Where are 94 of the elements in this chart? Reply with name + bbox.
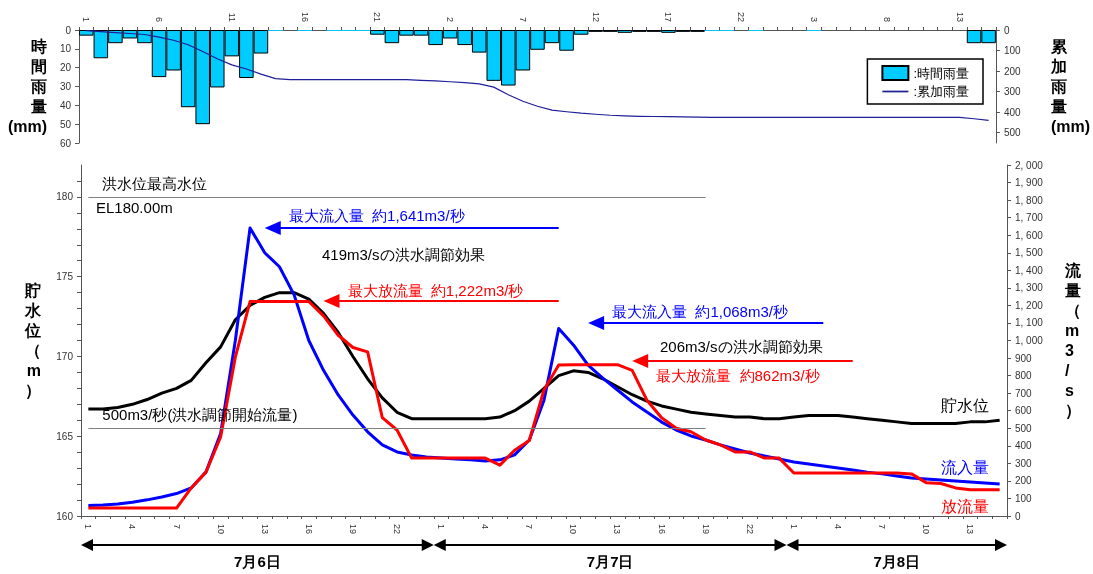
x-tick-label: 11: [226, 12, 237, 22]
x-tick-label: 13: [259, 524, 270, 535]
annotation: 最大放流量 約1,222m3/秒: [347, 282, 524, 299]
x-tick-label: 10: [921, 524, 932, 535]
x-tick-label: 7: [524, 524, 535, 530]
series-label: 放流量: [940, 498, 989, 516]
y2-tick-label: 300: [1003, 86, 1022, 98]
y2-tick-label: 600: [1015, 405, 1033, 417]
x-tick-label: 22: [744, 524, 755, 535]
x-tick-label: 7: [171, 524, 182, 530]
x-tick-label: 19: [700, 524, 711, 535]
y2-tick-label: 1, 000: [1015, 335, 1044, 346]
y-tick-label: 30: [59, 81, 72, 92]
y-tick-label: 160: [56, 510, 74, 522]
x-tick-label: 22: [392, 524, 403, 535]
x-tick-label: 13: [954, 11, 965, 22]
annotation: 最大放流量 約862m3/秒: [656, 367, 820, 384]
y-tick-label: 175: [56, 271, 74, 283]
y2-tick-label: 900: [1015, 352, 1033, 364]
x-tick-label: 16: [656, 524, 667, 535]
x-tick-label: 4: [832, 524, 843, 530]
x-tick-label: 17: [663, 11, 674, 22]
y2-tick-label: 0: [1015, 510, 1021, 522]
x-tick-label: 1: [788, 524, 799, 530]
y2-tick-label: 1, 500: [1015, 247, 1044, 259]
line-series: [85, 30, 990, 121]
x-tick-label: 16: [303, 524, 314, 535]
y2-tick-label: 100: [1003, 45, 1022, 57]
y2-tick-label: 1, 900: [1015, 177, 1044, 189]
y-tick-label: 20: [59, 62, 72, 74]
x-tick-label: 21: [372, 11, 383, 22]
y2-tick-label: 1, 200: [1015, 299, 1044, 311]
legend-label: :累加雨量: [913, 84, 970, 99]
series-label: 貯水位: [940, 396, 989, 414]
annotation: 206m3/sの洪水調節効果: [660, 338, 823, 355]
x-tick-label: 13: [965, 524, 976, 535]
text: 7月6日: [234, 553, 281, 570]
x-tick-label: 12: [590, 11, 601, 22]
y-tick-label: 180: [56, 191, 74, 203]
text: 7月8日: [873, 553, 921, 570]
y2-tick-label: 1, 300: [1015, 282, 1044, 294]
annotation: 最大流入量 約1,641m3/秒: [288, 207, 465, 224]
y2-axis-title: 累加雨量(mm): [1049, 38, 1090, 135]
y-tick-label: 50: [59, 118, 72, 130]
annotation: 最大流入量 約1,068m3/秒: [612, 303, 788, 320]
y-tick-label: 60: [59, 137, 72, 149]
x-tick-label: 3: [808, 16, 819, 22]
x-tick-label: 13: [612, 524, 623, 535]
y-tick-label: 40: [59, 99, 72, 111]
series-label: 流入量: [940, 458, 989, 476]
y-tick-label: 170: [56, 350, 74, 362]
x-tick-label: 1: [81, 16, 92, 22]
y2-tick-label: 2, 000: [1015, 159, 1044, 171]
y2-tick-label: 300: [1015, 457, 1033, 469]
x-tick-label: 19: [347, 524, 358, 535]
x-tick-label: 16: [299, 11, 310, 22]
y2-tick-label: 1, 400: [1015, 264, 1044, 276]
y2-tick-label: 1, 600: [1015, 229, 1044, 241]
y-tick-label: 10: [59, 43, 72, 55]
y2-tick-label: 700: [1015, 387, 1033, 399]
x-tick-label: 1: [83, 524, 94, 530]
y2-tick-label: 200: [1003, 65, 1022, 77]
y2-axis-title: 流量（m3/s）: [1064, 261, 1082, 420]
y2-tick-label: 400: [1003, 106, 1022, 118]
x-tick-label: 6: [154, 16, 165, 22]
y2-tick-label: 1, 700: [1015, 212, 1044, 224]
y2-tick-label: 1, 100: [1015, 317, 1044, 329]
annotation: 419m3/sの洪水調節効果: [322, 246, 485, 263]
x-tick-label: 4: [127, 524, 138, 530]
annotation: EL180.00m: [96, 199, 173, 216]
y2-tick-label: 500: [1015, 422, 1033, 434]
y2-tick-label: 400: [1015, 440, 1033, 452]
legend-label: :時間雨量: [913, 65, 970, 81]
y-axis-title: 時間雨量(mm): [7, 38, 47, 135]
x-tick-label: 22: [736, 11, 747, 22]
y2-tick-label: 200: [1015, 475, 1033, 487]
y-tick-label: 0: [65, 24, 72, 36]
y-axis-title: 貯水位（m）: [24, 282, 42, 400]
text: 7月7日: [586, 553, 634, 570]
x-tick-label: 4: [480, 524, 491, 530]
x-tick-label: 8: [881, 16, 892, 22]
y2-tick-label: 500: [1003, 127, 1022, 139]
ref-line-label: 洪水位最高水位: [102, 174, 208, 192]
x-tick-label: 10: [215, 524, 226, 535]
y2-tick-label: 800: [1015, 370, 1033, 382]
x-tick-label: 1: [436, 524, 447, 530]
y2-tick-label: 100: [1015, 492, 1033, 504]
x-tick-label: 7: [877, 524, 888, 530]
y2-tick-label: 1, 800: [1015, 194, 1044, 206]
x-tick-label: 10: [568, 524, 579, 535]
y2-tick-label: 0: [1003, 24, 1010, 36]
y-tick-label: 165: [56, 430, 74, 442]
x-tick-label: 2: [445, 16, 456, 22]
x-tick-label: 7: [517, 16, 528, 22]
